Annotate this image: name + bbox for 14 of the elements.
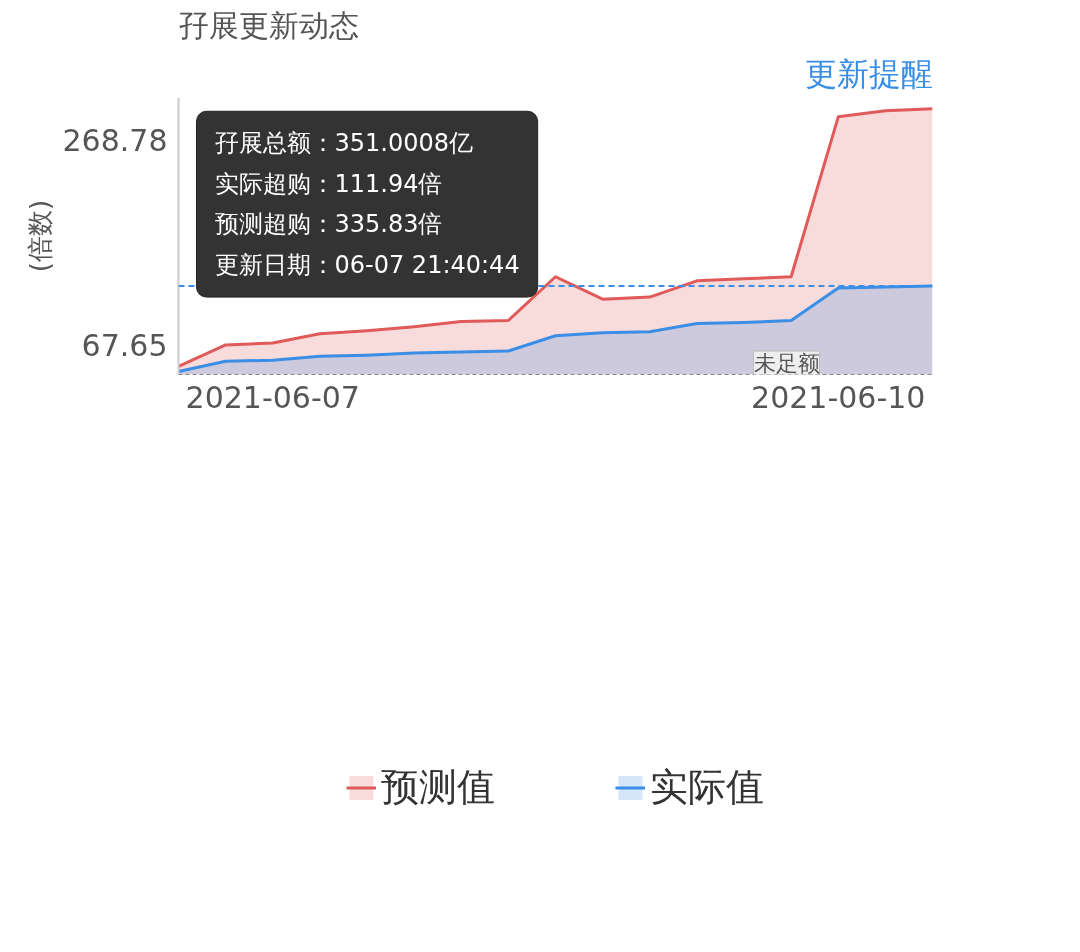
y-axis-title: (倍数) xyxy=(24,199,55,273)
annotation: 预测超购：335.83倍 xyxy=(214,210,443,239)
annotation: 实际超购：111.94倍 xyxy=(214,169,443,198)
annotation: 孖展总额：351.0008亿 xyxy=(214,129,474,158)
x-tick-label: 2021-06-07 xyxy=(185,379,360,415)
annotation: 未足额 xyxy=(753,351,820,377)
y-tick-label: 268.78 xyxy=(62,123,168,159)
chart-title: 孖展更新动态 xyxy=(178,7,359,43)
y-tick-label: 67.65 xyxy=(81,328,168,364)
legend-label: 实际值 xyxy=(650,763,764,811)
text: 更新提醒 xyxy=(804,54,933,93)
annotation: 更新日期：06-07 21:40:44 xyxy=(214,251,520,280)
x-tick-label: 2021-06-10 xyxy=(751,379,926,415)
legend-label: 预测值 xyxy=(381,763,495,811)
